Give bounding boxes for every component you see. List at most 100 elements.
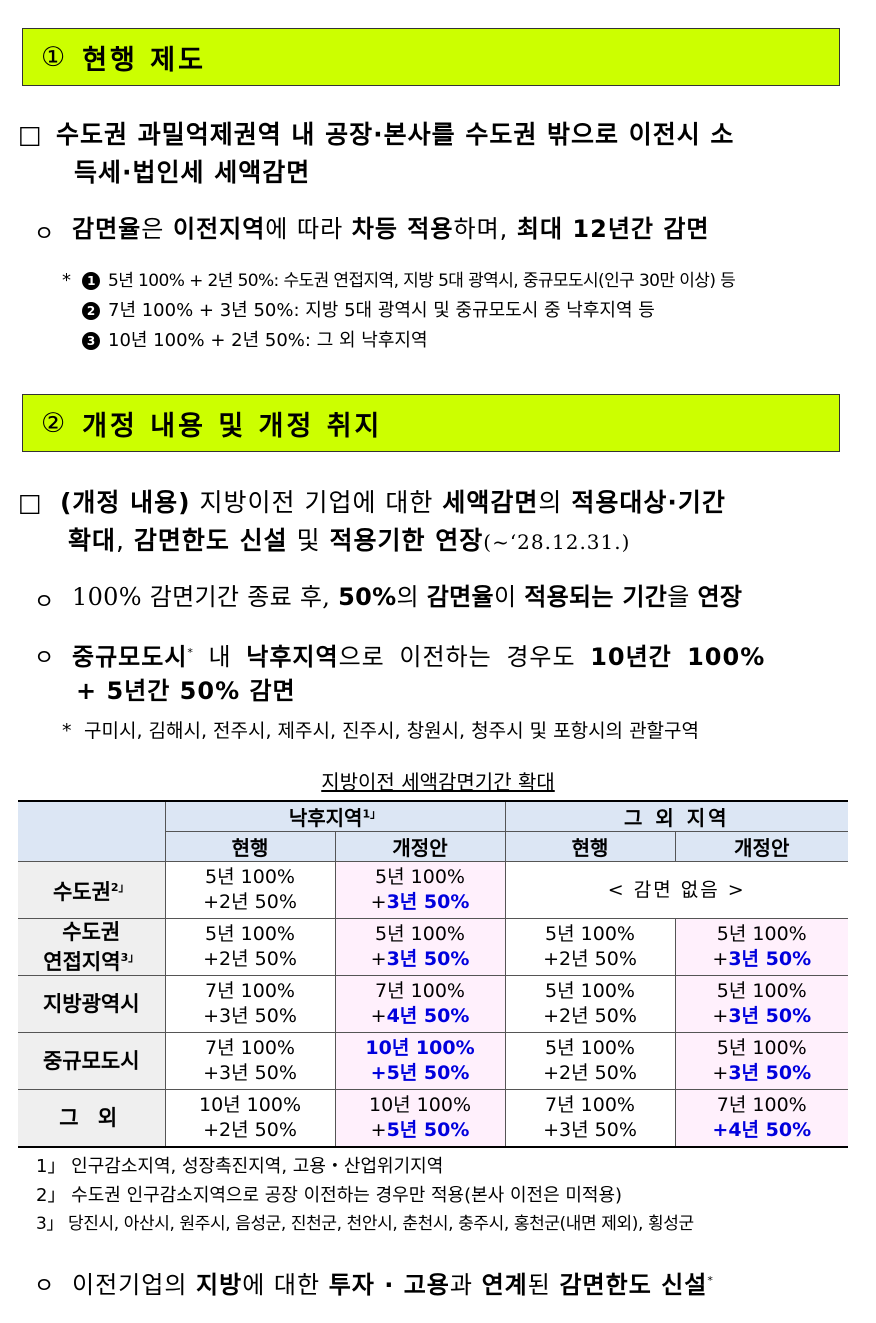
s1-box-line2: 득세·법인세 세액감면 [74,158,311,187]
cell-line: 7년 100% [205,1037,295,1059]
s2-o1-text: 100% 감면기간 종료 후, 50%의 감면율이 적용되는 기간을 연장 [72,578,850,616]
text: 기업 [304,488,353,517]
cell-highlight: 5년 50% [386,1119,470,1141]
text: 과 [449,1271,482,1299]
cell-line: 10년 100% [198,1094,301,1116]
cell-line: 5년 100% [545,980,635,1002]
cell-no-reduction: < 감면 없음 > [504,861,848,919]
cell-plus: + [370,1119,387,1141]
cell-current: 5년 100% +2년 50% [504,918,676,976]
cell-current: 5년 100% +2년 50% [504,1032,676,1090]
section-number: ② [41,407,69,439]
footnote-2: 2」 수도권 인구감소지역으로 공장 이전하는 경우만 적용(본사 이전은 미적… [36,1185,623,1206]
cell-line: +2년 50% [203,891,297,913]
s2-o3-text: 이전기업의 지방에 대한 투자 · 고용과 연계된 감면한도 신설* [72,1262,850,1304]
cell-line: +3년 50% [203,1005,297,1027]
corner-cell [18,800,166,862]
cell-line: 7년 100% [716,1094,807,1116]
cell-proposed: 5년 100% +3년 50% [674,918,848,976]
text-bold: 감면한도 신설 [133,526,288,555]
header-group-lagging: 낙후지역1」 [164,800,506,832]
table-header-row-1: 낙후지역1」 그 외 지역 [18,800,848,862]
text-bold: 이전지역 [172,215,266,243]
text: 의 [538,488,572,517]
cell-line: +2년 50% [543,948,637,970]
text: 으로 이전하는 경우도 [338,643,591,671]
cell-line: 7년 100% [375,980,465,1002]
footnote-1: 1」 인구감소지역, 성장촉진지역, 고용・산업위기지역 [36,1156,444,1177]
s2-box-line2: 확대, 감면한도 신설 및 적용기한 연장(~‘28.12.31.) [68,522,848,561]
text-bold: 확대 [68,526,117,555]
circled-number: 2 [82,302,100,320]
cell-line: +2년 50% [203,948,297,970]
s1-o-item: ㅇ 감면율은 이전지역에 따라 차등 적용하며, 최대 12년간 감면 [0,210,876,250]
cell-current: 7년 100% +3년 50% [164,975,336,1033]
text-bold: 최대 12년간 감면 [516,215,710,243]
cell-plus: + [712,948,729,970]
cell-line: 5년 100% [545,923,635,945]
cell-plus: + [370,948,387,970]
cell-proposed: 10년 100% +5년 50% [334,1032,506,1090]
footnote-mark: 1」 [362,807,382,821]
text: 된 [527,1271,560,1299]
circled-number: 3 [82,332,100,350]
cell-highlight: 3년 50% [728,1062,812,1084]
cell-plus: + [712,1119,729,1141]
text: 에 대한 [352,488,443,517]
cell-plus: + [370,891,387,913]
cell-line: 5년 100% [375,866,465,888]
cell-highlight: 4년 50% [386,1005,470,1027]
cell-plus: + [370,1005,387,1027]
text: 100% 감면기간 종료 후, [72,583,339,611]
s2-o2-line1: 중규모도시* 내 낙후지역으로 이전하는 경우도 10년간 100% [72,634,850,676]
cell-line: +3년 50% [203,1062,297,1084]
reduction-period-table: 낙후지역1」 그 외 지역 현행 개정안 현행 개정안 수도권2」 5년 100… [18,800,848,1148]
text: 은 [141,215,173,243]
text: 의 [396,583,427,611]
note-line-1: 1 5년 100% + 2년 50%: 수도권 연접지역, 지방 5대 광역시, … [82,266,736,296]
text: 및 [287,526,330,555]
table-row: 수도권 연접지역3」 5년 100% +2년 50% 5년 100% +3년 50% … [18,918,848,976]
s2-o-item-1: ㅇ 100% 감면기간 종료 후, 50%의 감면율이 적용되는 기간을 연장 [0,578,876,618]
s2-note: * 구미시, 김해시, 전주시, 제주시, 진주시, 창원시, 청주시 및 포항… [0,716,876,748]
cell-line: 5년 100% [205,923,295,945]
text-bold: 적용기한 연장 [329,526,484,555]
text: , [116,526,134,555]
note-star: * [62,720,72,742]
header-text: 낙후지역 [288,806,363,830]
text-bold: 감면율 [426,583,494,611]
text: 지방이전 [190,488,305,517]
table-row: 중규모도시 7년 100% +3년 50% 10년 100% +5년 50% 5년 … [18,1032,848,1090]
text-bold: 감면한도 신설 [559,1271,708,1299]
cell-line: +2년 50% [543,1062,637,1084]
text: 이전기업의 [72,1271,197,1299]
section-title: 개정 내용 및 개정 취지 [82,410,383,442]
box-bullet: □ [18,488,43,517]
text-bold: 적용되는 기간 [524,583,668,611]
row-header-text: 수도권 [62,919,121,944]
cell-plus: + [712,1062,729,1084]
text-bold: 감면율 [72,215,142,243]
s2-o-item-2: ㅇ 중규모도시* 내 낙후지역으로 이전하는 경우도 10년간 100% + 5… [0,634,876,714]
cell-line: +2년 50% [543,1005,637,1027]
cell-plus: + [370,1062,387,1084]
note-line-3: 3 10년 100% + 2년 50%: 그 외 낙후지역 [82,326,428,356]
text-bold: 50% [338,583,397,611]
o-bullet: ㅇ [34,222,55,247]
cell-current: 5년 100% +2년 50% [164,861,336,919]
cell-proposed: 5년 100% +3년 50% [674,975,848,1033]
cell-line: +3년 50% [543,1119,637,1141]
section-header-1: ① 현행 제도 [22,28,840,86]
s1-box-item: □ 수도권 과밀억제권역 내 공장·본사를 수도권 밖으로 이전시 소 득세·법… [0,116,876,196]
s2-o-item-3: ㅇ 이전기업의 지방에 대한 투자 · 고용과 연계된 감면한도 신설* [0,1262,876,1302]
text: 이 [493,583,525,611]
section-number: ① [41,41,69,73]
text-bold: 차등 적용 [351,215,454,243]
table-row: 수도권2」 5년 100% +2년 50% 5년 100% +3년 50% < 감면… [18,861,848,919]
cell-line: +2년 50% [203,1119,297,1141]
text-bold: 지방 [196,1271,243,1299]
cell-current: 10년 100% +2년 50% [164,1089,336,1148]
note-text: 10년 100% + 2년 50%: 그 외 낙후지역 [108,330,428,351]
text-bold: + 5년간 50% 감면 [76,677,296,705]
cell-line: 5년 100% [375,923,465,945]
